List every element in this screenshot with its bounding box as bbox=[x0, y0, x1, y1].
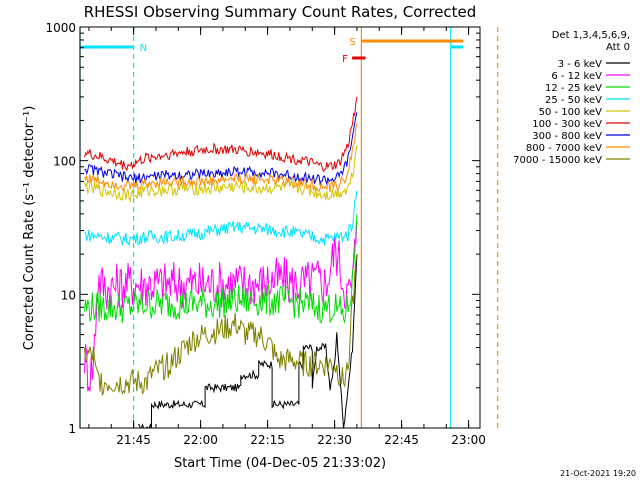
x-tick-label: 22:15 bbox=[250, 433, 285, 447]
series-line bbox=[84, 145, 358, 204]
axes: 21:45 22:00 22:15 22:30 22:45 23:00 1 10 100 1000 bbox=[45, 21, 485, 447]
legend-header: Det 1,3,4,5,6,9, bbox=[552, 30, 630, 41]
saa-label: S bbox=[349, 37, 355, 48]
legend-label: 800 - 7000 keV bbox=[526, 143, 602, 154]
y-tick-label: 1000 bbox=[45, 21, 76, 35]
series-line bbox=[84, 123, 358, 193]
x-axis-label: Start Time (04-Dec-05 21:33:02) bbox=[174, 456, 386, 471]
legend-label: 50 - 100 keV bbox=[539, 107, 603, 118]
legend-label: 3 - 6 keV bbox=[558, 59, 602, 70]
night-label: N bbox=[140, 43, 147, 54]
x-tick-label: 23:00 bbox=[451, 433, 486, 447]
y-tick-label: 10 bbox=[61, 288, 76, 302]
x-tick-label: 22:45 bbox=[384, 433, 419, 447]
y-axis-label: Corrected Count Rate (s⁻¹ detector⁻¹) bbox=[22, 106, 37, 351]
footer-timestamp: 21-Oct-2021 19:20 bbox=[560, 469, 636, 478]
x-tick-label: 22:30 bbox=[317, 433, 352, 447]
legend-label: 7000 - 15000 keV bbox=[513, 155, 602, 166]
plot-frame bbox=[79, 26, 481, 429]
series-line bbox=[137, 254, 358, 429]
chart-title: RHESSI Observing Summary Count Rates, Co… bbox=[84, 3, 477, 21]
legend-label: 6 - 12 keV bbox=[551, 71, 602, 82]
legend-label: 12 - 25 keV bbox=[545, 83, 602, 94]
series-line bbox=[84, 254, 358, 396]
legend-label: 25 - 50 keV bbox=[545, 95, 602, 106]
y-tick-label: 100 bbox=[53, 155, 76, 169]
series-line bbox=[84, 213, 358, 324]
series-line bbox=[84, 112, 358, 186]
plot-area: N SF bbox=[79, 27, 499, 429]
x-tick-label: 22:00 bbox=[183, 433, 218, 447]
series-line bbox=[84, 221, 358, 392]
legend-header: Att 0 bbox=[606, 42, 630, 53]
x-tick-label: 21:45 bbox=[116, 433, 151, 447]
flare-label: F bbox=[342, 54, 348, 65]
series-line bbox=[84, 96, 358, 173]
y-tick-label: 1 bbox=[68, 422, 76, 436]
legend-label: 300 - 800 keV bbox=[532, 131, 602, 142]
series-line bbox=[84, 190, 358, 248]
legend-label: 100 - 300 keV bbox=[532, 119, 602, 130]
